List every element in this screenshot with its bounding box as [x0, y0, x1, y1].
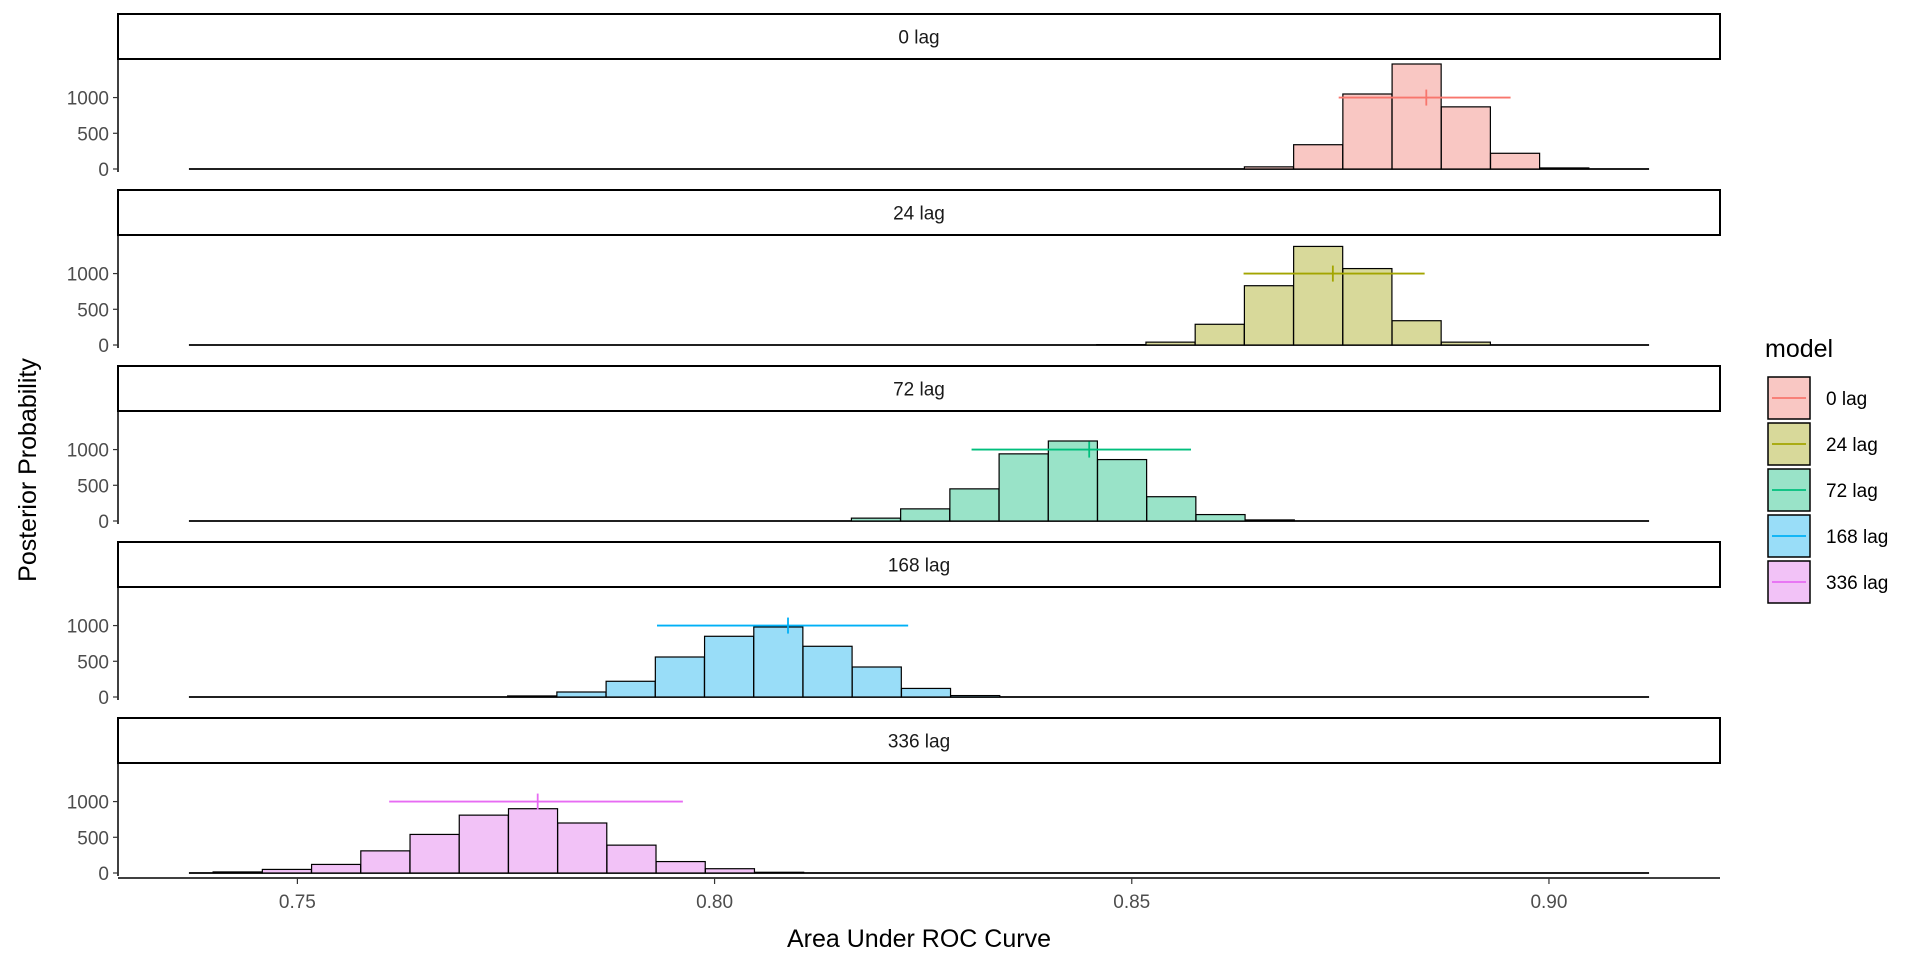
- facet-strip-label: 168 lag: [888, 556, 950, 577]
- histogram-bar: [1440, 341, 1491, 346]
- legend: model 0 lag 24 lag 72 lag 168 lag 336 lag: [1765, 335, 1888, 604]
- facet-strip: [117, 541, 1721, 588]
- histogram-bar: [556, 691, 607, 698]
- histogram-bar: [606, 844, 657, 874]
- facet-panel-24-lag: 24 lag 0 500 1000: [67, 189, 1721, 357]
- histogram-bar: [949, 488, 1000, 522]
- histogram-bar: [212, 871, 263, 874]
- y-tick-label: 1000: [67, 89, 109, 110]
- histogram-bar: [261, 868, 313, 874]
- y-tick-label: 0: [98, 864, 109, 885]
- histogram-bar: [409, 833, 460, 874]
- x-tick-label: 0.75: [279, 892, 316, 913]
- facet-strip-label: 24 lag: [893, 204, 945, 225]
- histogram-bar: [557, 822, 608, 874]
- histogram-bar: [1391, 63, 1442, 170]
- histogram-bar: [507, 808, 559, 874]
- histogram-bar: [655, 860, 706, 874]
- facet-strip-label: 0 lag: [898, 28, 939, 49]
- histogram-bar: [900, 508, 951, 522]
- legend-item-168-lag: 168 lag: [1767, 514, 1888, 558]
- histogram-bar: [704, 868, 756, 874]
- y-tick-label: 0: [98, 512, 109, 533]
- histogram-bar: [360, 850, 411, 874]
- legend-title: model: [1765, 335, 1833, 363]
- legend-label: 336 lag: [1826, 573, 1888, 594]
- facet-panels: 0 lag 0 500 1000 24 lag 0 500 1000 72 lag 0 500 100…: [67, 13, 1721, 885]
- y-tick-label: 500: [77, 828, 109, 849]
- histogram-bar: [998, 453, 1049, 522]
- legend-label: 0 lag: [1826, 389, 1867, 410]
- y-tick-label: 500: [77, 476, 109, 497]
- x-tick-label: 0.80: [696, 892, 733, 913]
- histogram-bar: [1243, 285, 1295, 346]
- histogram-bar: [1145, 341, 1196, 346]
- x-axis-title: Area Under ROC Curve: [787, 925, 1051, 953]
- facet-strip: [117, 717, 1721, 764]
- y-tick-label: 1000: [67, 617, 109, 638]
- histogram-bar: [1293, 245, 1344, 346]
- y-tick-label: 500: [77, 652, 109, 673]
- histogram-bar: [458, 814, 509, 874]
- facet-panel-0-lag: 0 lag 0 500 1000: [67, 13, 1721, 181]
- facet-strip: [117, 13, 1721, 60]
- histogram-bar: [900, 687, 952, 698]
- facet-strip-label: 72 lag: [893, 380, 945, 401]
- legend-item-24-lag: 24 lag: [1767, 422, 1878, 466]
- legend-label: 168 lag: [1826, 527, 1888, 548]
- histogram-bar: [1244, 519, 1295, 522]
- histogram-bar: [1243, 166, 1295, 170]
- histogram-bar: [1391, 320, 1442, 346]
- histogram-bar: [1293, 144, 1344, 170]
- histogram-bar: [1096, 458, 1148, 522]
- histogram-bar: [1539, 167, 1590, 170]
- histogram-bar: [1342, 93, 1393, 170]
- y-tick-label: 1000: [67, 441, 109, 462]
- facet-strip: [117, 189, 1721, 236]
- histogram-bar: [1146, 496, 1197, 522]
- x-tick-label: 0.90: [1530, 892, 1567, 913]
- histogram-bar: [654, 656, 705, 698]
- facet-strip: [117, 365, 1721, 412]
- histogram-bar: [1195, 513, 1246, 522]
- facet-panel-72-lag: 72 lag 0 500 1000: [67, 365, 1721, 533]
- x-tick-label: 0.85: [1113, 892, 1150, 913]
- histogram-bar: [802, 645, 853, 698]
- legend-item-0-lag: 0 lag: [1767, 376, 1867, 420]
- histogram-bar: [950, 694, 1001, 698]
- legend-label: 72 lag: [1826, 481, 1878, 502]
- legend-label: 24 lag: [1826, 435, 1878, 456]
- facet-panel-336-lag: 336 lag 0 500 1000: [67, 717, 1721, 885]
- y-tick-label: 1000: [67, 793, 109, 814]
- y-tick-label: 0: [98, 160, 109, 181]
- facet-strip-label: 336 lag: [888, 732, 950, 753]
- histogram-bar: [703, 635, 755, 698]
- legend-item-72-lag: 72 lag: [1767, 468, 1878, 512]
- histogram-bar: [605, 680, 656, 698]
- y-tick-label: 500: [77, 300, 109, 321]
- histogram-bar: [1440, 106, 1491, 170]
- histogram-bar: [754, 871, 805, 874]
- y-tick-label: 0: [98, 688, 109, 709]
- histogram-bar: [310, 863, 362, 874]
- histogram-bar: [1194, 323, 1245, 346]
- y-tick-label: 1000: [67, 265, 109, 286]
- y-axis-title: Posterior Probability: [14, 358, 42, 582]
- histogram-bar: [1489, 152, 1541, 170]
- histogram-bar: [851, 666, 902, 698]
- histogram-bar: [1342, 267, 1393, 346]
- y-tick-label: 0: [98, 336, 109, 357]
- histogram-bar: [753, 626, 804, 698]
- histogram-bar: [850, 517, 902, 522]
- legend-item-336-lag: 336 lag: [1767, 560, 1888, 604]
- histogram-bar: [507, 695, 558, 698]
- facet-panel-168-lag: 168 lag 0 500 1000: [67, 541, 1721, 709]
- x-axis: 0.75 0.80 0.85 0.90: [118, 877, 1720, 913]
- y-tick-label: 500: [77, 124, 109, 145]
